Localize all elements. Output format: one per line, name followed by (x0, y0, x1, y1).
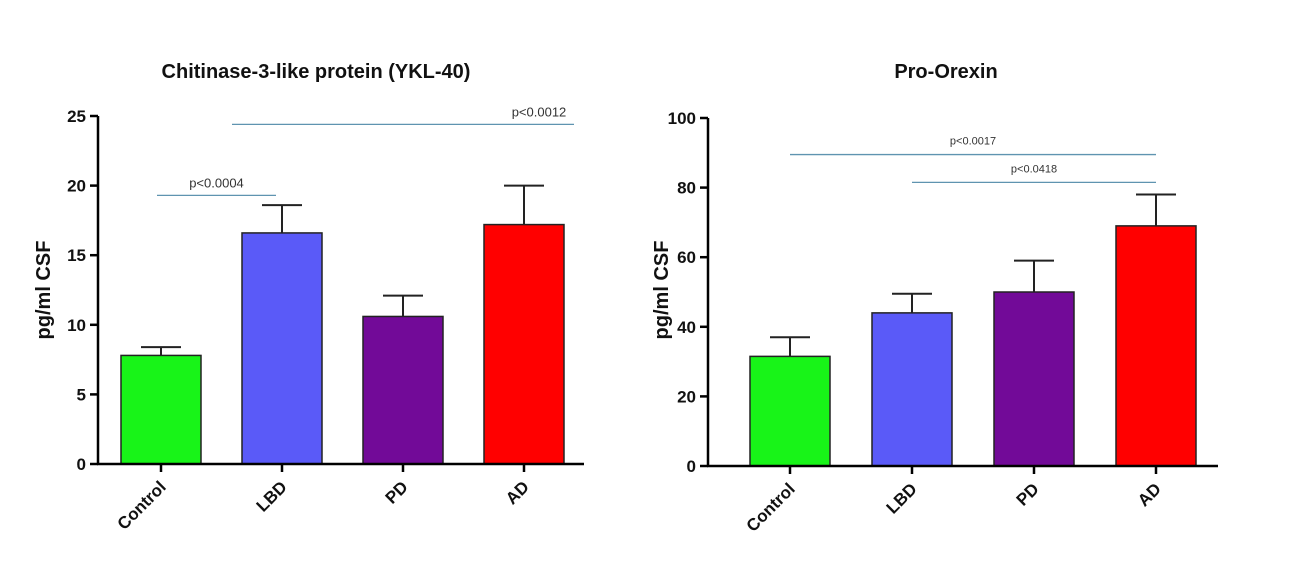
bar-control (749, 355, 831, 467)
y-axis-label: pg/ml CSF (651, 241, 673, 340)
chart-panel-2: Pro-Orexin pg/ml CSF Control LBD PD AD 0 20 40 60… (651, 61, 1218, 536)
chart-title: Pro-Orexin (894, 61, 997, 83)
y-tick-label: 0 (687, 457, 696, 476)
chart-title: Chitinase-3-like protein (YKL-40) (162, 61, 471, 83)
y-tick-label: 100 (668, 109, 696, 128)
x-tick-label-control: Control (114, 477, 170, 533)
x-tick-label-pd: PD (382, 477, 412, 507)
y-tick-label: 25 (67, 107, 86, 126)
chart-panel-1: Chitinase-3-like protein (YKL-40) pg/ml C… (33, 61, 584, 534)
p-value-label: p<0.0004 (189, 175, 244, 190)
p-value-label: p<0.0012 (512, 104, 567, 119)
y-tick-label: 60 (677, 248, 696, 267)
x-tick-label-ad: AD (1134, 479, 1165, 510)
x-tick-label-pd: PD (1013, 479, 1043, 509)
p-value-label: p<0.0017 (950, 136, 996, 148)
y-tick-label: 0 (77, 455, 86, 474)
y-tick-label: 5 (77, 385, 86, 404)
x-tick-label-ad: AD (502, 477, 533, 508)
y-tick-label: 40 (677, 318, 696, 337)
bar-pd (362, 315, 444, 465)
x-tick-label-control: Control (743, 479, 799, 535)
bar-control (120, 354, 202, 465)
y-tick-label: 15 (67, 246, 86, 265)
y-axis-label: pg/ml CSF (33, 241, 55, 340)
bar-lbd (241, 232, 323, 465)
x-tick-label-lbd: LBD (883, 479, 921, 517)
x-tick-label-lbd: LBD (253, 477, 291, 515)
y-tick-label: 20 (677, 387, 696, 406)
bar-ad (483, 223, 565, 465)
bar-pd (993, 291, 1075, 467)
y-tick-label: 10 (67, 316, 86, 335)
bar-ad (1115, 225, 1197, 467)
bar-lbd (871, 312, 953, 467)
y-tick-label: 80 (677, 179, 696, 198)
p-value-label: p<0.0418 (1011, 163, 1057, 175)
y-tick-label: 20 (67, 177, 86, 196)
